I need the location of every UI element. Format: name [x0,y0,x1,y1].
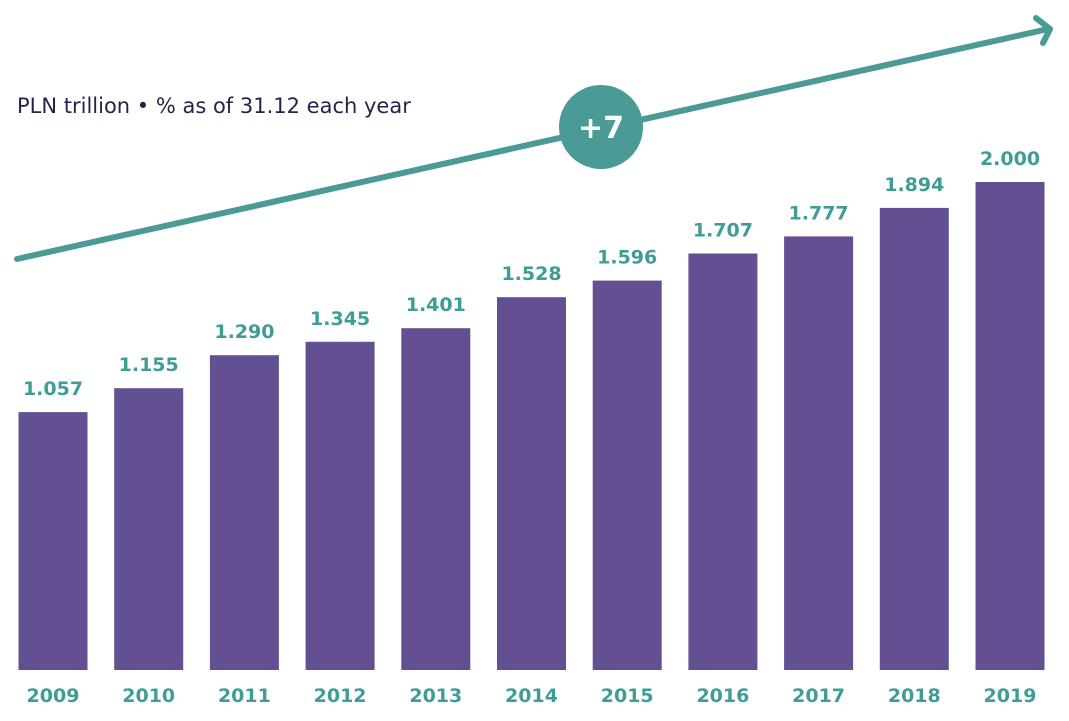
value-label-2016: 1.707 [693,220,753,242]
bar-2018 [879,207,949,670]
bar-2015 [592,280,662,670]
trend-line [14,26,1051,262]
bar-2014 [497,297,566,670]
x-tick-2015: 2015 [601,685,654,707]
trend-badge [559,85,643,169]
value-label-2012: 1.345 [310,308,370,330]
value-label-2009: 1.057 [23,378,83,400]
bar-2019 [975,182,1045,670]
value-label-2019: 2.000 [980,148,1040,170]
x-tick-2016: 2016 [696,685,749,707]
value-label-2011: 1.290 [214,321,274,343]
value-label-2013: 1.401 [406,294,466,316]
bar-2016 [688,253,758,670]
bars-group [18,182,1045,670]
value-label-2010: 1.155 [119,354,179,376]
x-tick-2017: 2017 [792,685,845,707]
x-tick-2013: 2013 [409,685,462,707]
bar-2009 [18,412,88,670]
bar-2011 [209,355,279,670]
chart-subtitle: PLN trillion • % as of 31.12 each year [17,94,411,118]
value-labels-group: 1.057 1.155 1.290 1.345 1.401 1.528 1.596 1.707… [23,148,1040,400]
bar-2017 [784,236,854,670]
x-tick-2018: 2018 [888,685,941,707]
bar-2012 [305,341,375,670]
value-label-2014: 1.528 [501,263,561,285]
x-tick-2010: 2010 [122,685,175,707]
bar-2010 [114,388,184,670]
value-label-2017: 1.777 [789,202,849,224]
x-tick-2012: 2012 [314,685,367,707]
trend-arrowhead [1033,15,1053,46]
trend-arrow: +7 [14,15,1053,262]
trend-badge-label: +7 [578,111,624,146]
x-tick-2019: 2019 [984,685,1037,707]
value-label-2015: 1.596 [597,247,657,269]
x-tick-2014: 2014 [505,685,558,707]
x-tick-2011: 2011 [218,685,271,707]
year-labels-group: 2009 2010 2011 2012 2013 2014 2015 2016 2017 2018… [27,685,1037,707]
bar-2013 [401,328,471,670]
x-tick-2009: 2009 [27,685,80,707]
value-label-2018: 1.894 [884,174,944,196]
